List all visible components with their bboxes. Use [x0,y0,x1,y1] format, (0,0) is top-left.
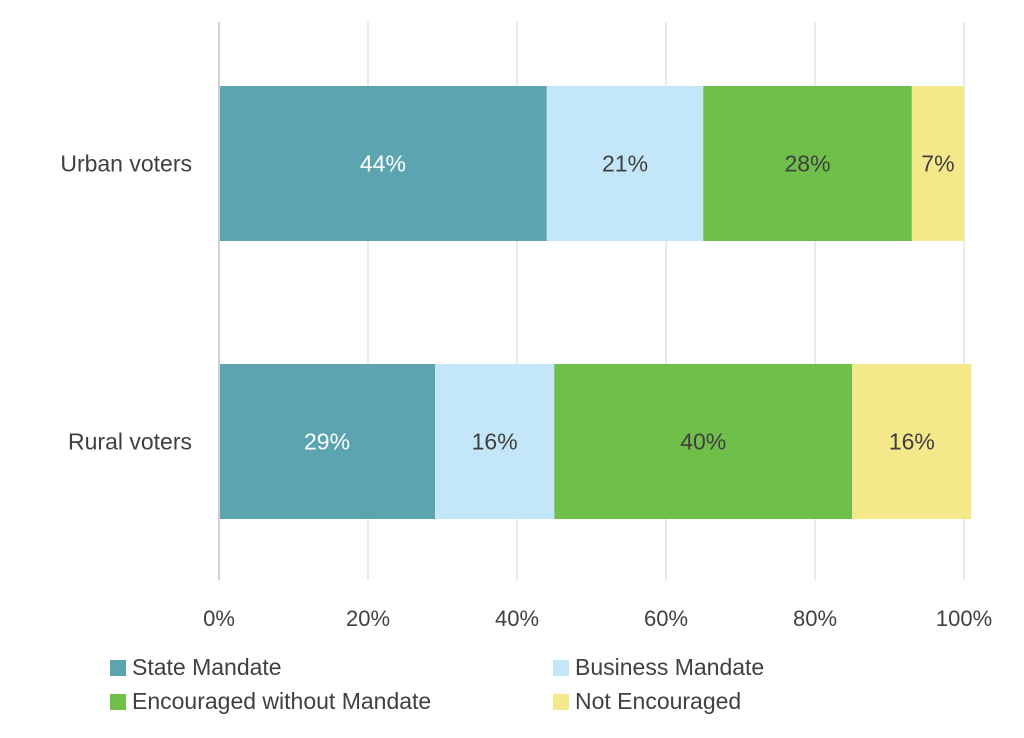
legend-item-business-mandate: Business Mandate [553,654,764,681]
legend-item-state-mandate: State Mandate [110,654,282,681]
x-tick-label: 20% [346,606,390,631]
data-label: 16% [472,429,518,455]
bar-segment [911,86,964,241]
x-tick-label: 60% [644,606,688,631]
legend-item-not-encouraged: Not Encouraged [553,688,741,715]
legend-label: State Mandate [132,654,282,680]
x-tick-label: 0% [203,606,235,631]
category-label: Rural voters [68,429,192,455]
data-label: 29% [304,429,350,455]
bar-segment [554,364,853,519]
data-label: 44% [360,151,406,177]
data-label: 28% [785,151,831,177]
data-label: 40% [680,429,726,455]
data-label: 7% [921,151,954,177]
x-tick-label: 80% [793,606,837,631]
legend-label: Encouraged without Mandate [132,688,432,714]
data-label: 21% [602,151,648,177]
data-label: 16% [889,429,935,455]
bar-segment [219,86,547,241]
stacked-bar-chart: 0% 20% 40% 60% 80% 100% 44% 21% 28% 7% Urban voter… [60,22,992,631]
bar-segment [703,86,912,241]
x-tick-label: 40% [495,606,539,631]
legend-swatch [553,693,569,710]
bar-segment [219,364,436,519]
x-tick-label: 100% [936,606,992,631]
bar-segment [546,86,704,241]
legend-label: Business Mandate [575,654,765,680]
legend-swatch [110,659,126,676]
bar-segment [852,364,972,519]
bar-segment [435,364,555,519]
category-label: Urban voters [60,151,192,177]
legend-swatch [553,659,569,676]
legend-swatch [110,693,126,710]
legend-label: Not Encouraged [575,688,742,714]
legend-item-encouraged-without-mandate: Encouraged without Mandate [110,688,431,715]
